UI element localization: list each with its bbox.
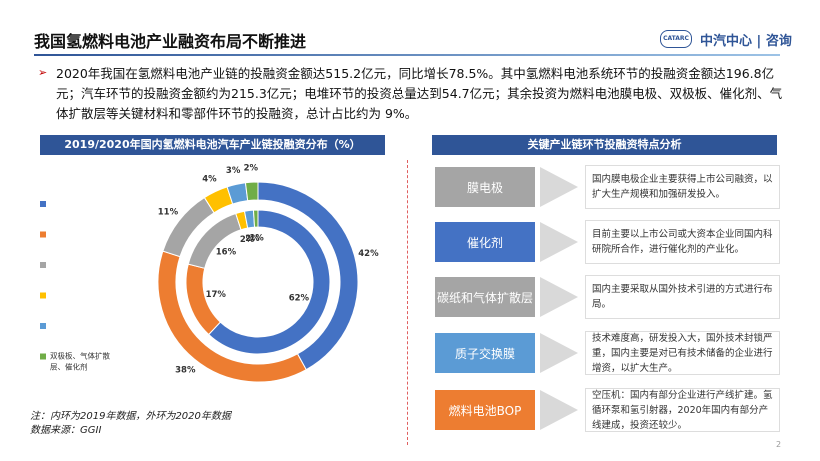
divider xyxy=(407,160,408,445)
arrow xyxy=(540,167,578,207)
stage-text: 国内主要采取从国外技术引进的方式进行布局。 xyxy=(585,275,780,319)
chart: 62%17%16%2%2%1%42%38%11%4%3% 2%双极板、气体扩散层、… xyxy=(40,164,379,383)
legend-swatch xyxy=(40,201,46,207)
data-label: 42% xyxy=(358,249,379,259)
stage-label: 燃料电池BOP xyxy=(435,390,535,430)
panel-title: 关键产业链环节投融资特点分析 xyxy=(432,135,777,155)
data-label: 16% xyxy=(216,247,237,257)
stage-label: 膜电极 xyxy=(435,167,535,207)
stage-label: 质子交换膜 xyxy=(435,333,535,373)
stage-text: 空压机：国内有部分企业进行产线扩建。氢循环泵和氢引射器，2020年国内有部分产线… xyxy=(585,388,780,432)
stage-text: 技术难度高，研发投入大，国外技术封锁严重，国内主要是对已有技术储备的企业进行增资… xyxy=(585,331,780,375)
logo-mark: CATARC xyxy=(660,30,692,48)
legend-swatch xyxy=(40,323,46,329)
data-label: 2% xyxy=(244,164,259,174)
data-label: 1% xyxy=(249,234,264,244)
legend-label: 双极板、气体扩散层、催化剂 xyxy=(50,351,110,372)
data-label: 2% xyxy=(240,235,255,245)
stage-label: 碳纸和气体扩散层 xyxy=(435,277,535,317)
data-label: 38% xyxy=(175,365,196,375)
legend-swatch xyxy=(40,231,46,238)
stage-label: 催化剂 xyxy=(435,222,535,262)
arrow xyxy=(540,333,578,373)
data-label: 11% xyxy=(158,208,179,218)
data-label: 62% xyxy=(289,294,310,304)
arrow xyxy=(540,390,578,430)
data-label: 2% xyxy=(245,234,260,244)
stage-text: 国内膜电极企业主要获得上市公司融资，以扩大生产规模和加强研发投入。 xyxy=(585,165,780,209)
donut-segment xyxy=(208,209,331,355)
chart-source: 数据来源：GGII xyxy=(30,425,102,436)
data-label: 4% xyxy=(202,174,217,184)
donut-segment xyxy=(157,250,307,383)
legend-swatch xyxy=(40,292,46,299)
page-number: 2 xyxy=(776,440,782,449)
logo: 中汽中心 | 咨询 xyxy=(700,34,792,49)
legend-swatch xyxy=(40,353,46,360)
arrow xyxy=(540,222,578,262)
donut-segment xyxy=(252,209,259,228)
intro-text: 2020年我国在氢燃料电池产业链的投融资金额达515.2亿元，同比增长78.5%… xyxy=(56,66,783,121)
logo-name: 中汽中心 xyxy=(700,34,753,49)
legend-label-line: 双极板、气体扩散 xyxy=(50,351,110,361)
stage-text: 目前主要以上市公司或大资本企业同国内科研院所合作，进行催化剂的产业化。 xyxy=(585,220,780,264)
donut-segment xyxy=(244,181,259,202)
title-rule xyxy=(34,54,780,56)
bullet: ➢ xyxy=(38,66,48,79)
arrow xyxy=(540,277,578,317)
slide-title: 我国氢燃料电池产业融资布局不断推进 xyxy=(34,32,307,51)
logo-sub: 咨询 xyxy=(765,34,792,49)
data-label: 3% xyxy=(226,166,241,176)
legend-swatch xyxy=(40,262,46,268)
chart-title: 2019/2020年国内氢燃料电池汽车产业链投融资分布（%） xyxy=(40,135,385,155)
chart-note: 注：内环为2019年数据，外环为2020年数据 xyxy=(30,411,231,422)
legend-label-line: 层、催化剂 xyxy=(50,362,88,372)
data-label: 17% xyxy=(206,290,227,300)
